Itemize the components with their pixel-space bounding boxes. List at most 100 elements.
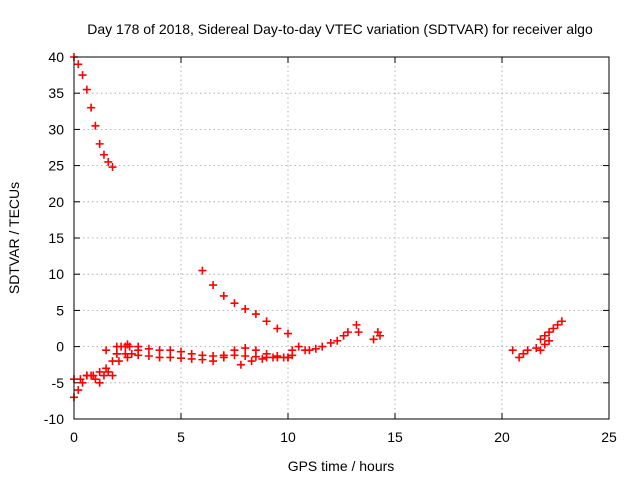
y-tick-label: 0 [56,339,64,355]
data-point [354,328,363,337]
data-point [104,157,113,166]
data-point [339,331,348,340]
y-tick-label: 5 [56,302,64,318]
data-point [557,317,566,326]
data-point [241,344,250,353]
data-point [114,357,123,366]
series-early-spread [70,346,143,384]
data-point [540,331,549,340]
data-point [166,353,175,362]
data-point [198,266,207,275]
series-mid-drop [236,351,297,369]
y-tick-label: 25 [48,158,64,174]
series-cluster-20-23 [508,317,566,362]
data-point [74,386,83,395]
data-point [91,121,100,130]
data-point [95,367,104,376]
data-point [523,346,532,355]
data-point [247,357,256,366]
data-point [209,281,218,290]
data-point [369,335,378,344]
data-point [134,351,143,360]
data-point [284,329,292,338]
data-point [177,354,185,363]
data-point [519,349,528,358]
data-point [127,349,136,358]
data-point [549,324,558,333]
x-tick-label: 25 [601,429,617,445]
data-point [112,349,121,358]
data-point [99,371,108,380]
data-point [318,342,327,351]
data-point [294,342,303,351]
chart-title: Day 178 of 2018, Sidereal Day-to-day VTE… [87,21,593,37]
data-point [166,346,175,355]
data-points [70,53,566,402]
data-point [311,344,320,353]
data-point [144,344,153,353]
data-point [108,163,117,172]
data-point [82,85,91,94]
data-point [108,371,117,380]
data-point [230,346,239,355]
series-cluster-14 [369,328,385,344]
data-point [536,335,545,344]
data-point [553,320,562,329]
x-tick-label: 15 [387,429,403,445]
data-point [155,346,164,355]
data-point [288,346,297,355]
data-point [187,354,196,363]
data-point [76,375,85,384]
data-point [545,328,554,337]
x-axis-label: GPS time / hours [288,458,395,474]
y-tick-label: 20 [48,194,64,210]
data-point [333,336,342,345]
y-tick-label: -10 [44,411,64,427]
data-point [123,353,132,362]
data-point [540,340,549,349]
data-point [144,352,153,361]
data-point [536,346,545,355]
data-point [219,353,228,362]
data-point [123,340,132,349]
data-point [102,364,111,373]
data-point [545,336,554,345]
y-tick-label: 35 [48,85,64,101]
data-point [112,342,121,351]
data-point [95,139,104,148]
data-point [78,71,87,80]
data-point [305,346,314,355]
data-point [102,346,111,355]
data-point [241,352,250,361]
data-point [532,344,541,353]
y-tick-label: -5 [52,375,65,391]
data-point [269,353,278,362]
y-tick-label: 30 [48,121,64,137]
data-point [515,353,524,362]
data-point [273,352,282,361]
data-point [279,353,288,362]
data-point [251,310,260,319]
data-point [155,353,164,362]
y-tick-label: 10 [48,266,64,282]
plot-frame [73,56,610,420]
data-point [230,299,239,308]
series-mid-decline [198,266,292,338]
y-tick-label: 15 [48,230,64,246]
data-point [241,304,250,313]
y-tick-label: 40 [48,49,64,65]
data-point [262,317,271,326]
x-tick-label: 20 [494,429,510,445]
x-tick-label: 10 [280,429,296,445]
data-point [251,346,260,355]
data-point [95,378,104,387]
data-point [89,371,98,380]
data-point [258,354,267,363]
data-point [352,320,361,329]
data-point [209,357,218,366]
data-point [87,103,96,112]
data-point [198,355,207,364]
series-mid-flat-2 [112,344,292,366]
